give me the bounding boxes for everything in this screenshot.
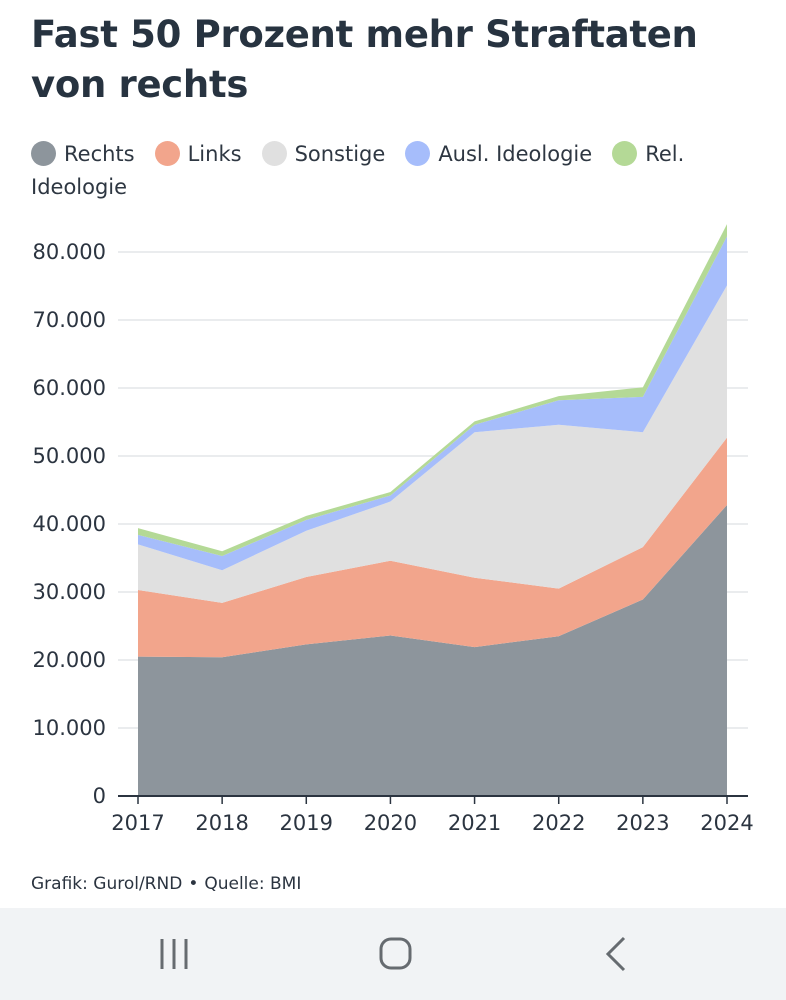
x-tick-label: 2020 <box>364 811 417 835</box>
area-chart: 0 10.000 20.000 30.000 40.000 50.000 60.000 70.… <box>33 224 754 835</box>
home-icon <box>379 937 412 970</box>
y-axis-ticks: 0 10.000 20.000 30.000 40.000 50.000 60.000 70.… <box>33 240 106 808</box>
y-tick-label: 0 <box>93 784 106 808</box>
area-sonstige[interactable] <box>138 285 727 603</box>
legend-swatch <box>31 141 56 166</box>
x-tick-label: 2019 <box>280 811 333 835</box>
area-ausl-ideologie[interactable] <box>138 236 727 571</box>
legend: Rechts Links Sonstige Ausl. Ideologie Rel. I… <box>31 138 751 204</box>
x-tick-label: 2018 <box>195 811 248 835</box>
y-tick-label: 50.000 <box>33 444 106 468</box>
android-navigation-bar <box>0 908 786 1000</box>
legend-item-rel-ideologie[interactable]: Rel. Ideologie <box>31 141 685 199</box>
y-tick-label: 20.000 <box>33 648 106 672</box>
area-rechts[interactable] <box>138 504 727 796</box>
source-quelle: Quelle: BMI <box>204 874 302 894</box>
legend-label: Sonstige <box>294 142 386 166</box>
chart-title: Fast 50 Prozent mehr Straftaten von rech… <box>31 13 698 106</box>
legend-swatch <box>405 141 431 166</box>
x-tick-label: 2022 <box>532 811 585 835</box>
source-grafik: Grafik: Gurol/RND <box>31 874 183 894</box>
x-tick-label: 2017 <box>111 811 164 835</box>
source-line: Grafik: Gurol/RND • Quelle: BMI <box>31 874 301 894</box>
y-tick-label: 10.000 <box>33 716 106 740</box>
legend-item-links[interactable]: Links <box>154 141 242 166</box>
y-tick-label: 80.000 <box>33 240 106 264</box>
y-tick-label: 30.000 <box>33 580 106 604</box>
legend-label: Rechts <box>64 142 135 166</box>
back-button[interactable] <box>586 928 646 980</box>
legend-swatch <box>154 141 180 166</box>
source-separator: • <box>188 874 199 894</box>
x-axis-ticks: 2017 2018 2019 2020 2021 2022 2023 2024 <box>111 796 754 835</box>
legend-label: Ausl. Ideologie <box>438 142 593 166</box>
legend-swatch <box>261 141 287 166</box>
legend-item-rechts[interactable]: Rechts <box>31 141 135 166</box>
area-series <box>138 224 727 796</box>
y-tick-label: 40.000 <box>33 512 106 536</box>
legend-item-sonstige[interactable]: Sonstige <box>261 141 386 166</box>
legend-label: Rel. Ideologie <box>31 142 685 199</box>
home-button[interactable] <box>366 928 426 980</box>
y-tick-label: 60.000 <box>33 376 106 400</box>
legend-item-ausl-ideologie[interactable]: Ausl. Ideologie <box>405 141 593 166</box>
recent-apps-icon <box>160 939 188 969</box>
legend-label: Links <box>187 142 242 166</box>
back-icon <box>605 936 626 972</box>
y-tick-label: 70.000 <box>33 308 106 332</box>
legend-swatch <box>612 141 638 166</box>
area-links[interactable] <box>138 437 727 658</box>
x-tick-label: 2023 <box>616 811 669 835</box>
x-tick-label: 2024 <box>700 811 753 835</box>
x-tick-label: 2021 <box>448 811 501 835</box>
recent-apps-button[interactable] <box>146 928 206 980</box>
